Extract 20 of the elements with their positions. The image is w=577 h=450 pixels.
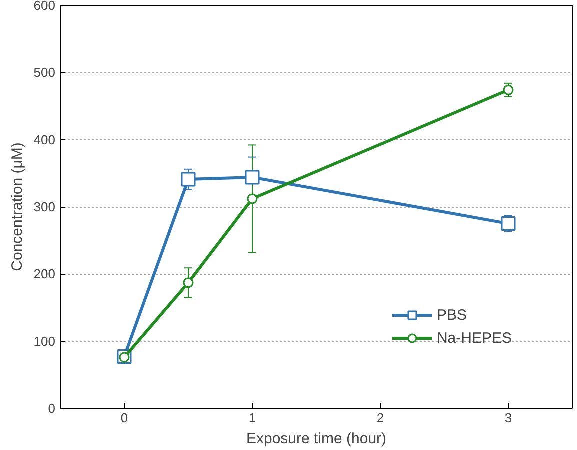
y-tick-label: 300	[34, 200, 56, 214]
point	[245, 170, 260, 185]
x-tick-label: 3	[504, 410, 512, 426]
point	[501, 216, 516, 232]
y-tick-label: 0	[48, 401, 56, 416]
y-tick-label: 600	[34, 0, 56, 13]
x-tick-label: 0	[120, 410, 128, 426]
y-tick-label: 100	[34, 334, 56, 349]
x-tick-label: 1	[248, 410, 256, 426]
x-tick-label: 2	[376, 410, 384, 426]
legend-label: Na-HEPES	[436, 330, 512, 346]
y-axis-title: Concentration (μM)	[8, 142, 26, 272]
legend-label: PBS	[436, 306, 467, 324]
y-tick-label: 400	[34, 132, 56, 148]
point	[181, 172, 196, 187]
y-tick-label: 500	[34, 65, 56, 80]
y-tick-label: 200	[34, 266, 56, 282]
point	[183, 278, 194, 288]
point	[247, 194, 258, 204]
x-axis-title: Exposure time (hour)	[246, 430, 387, 448]
